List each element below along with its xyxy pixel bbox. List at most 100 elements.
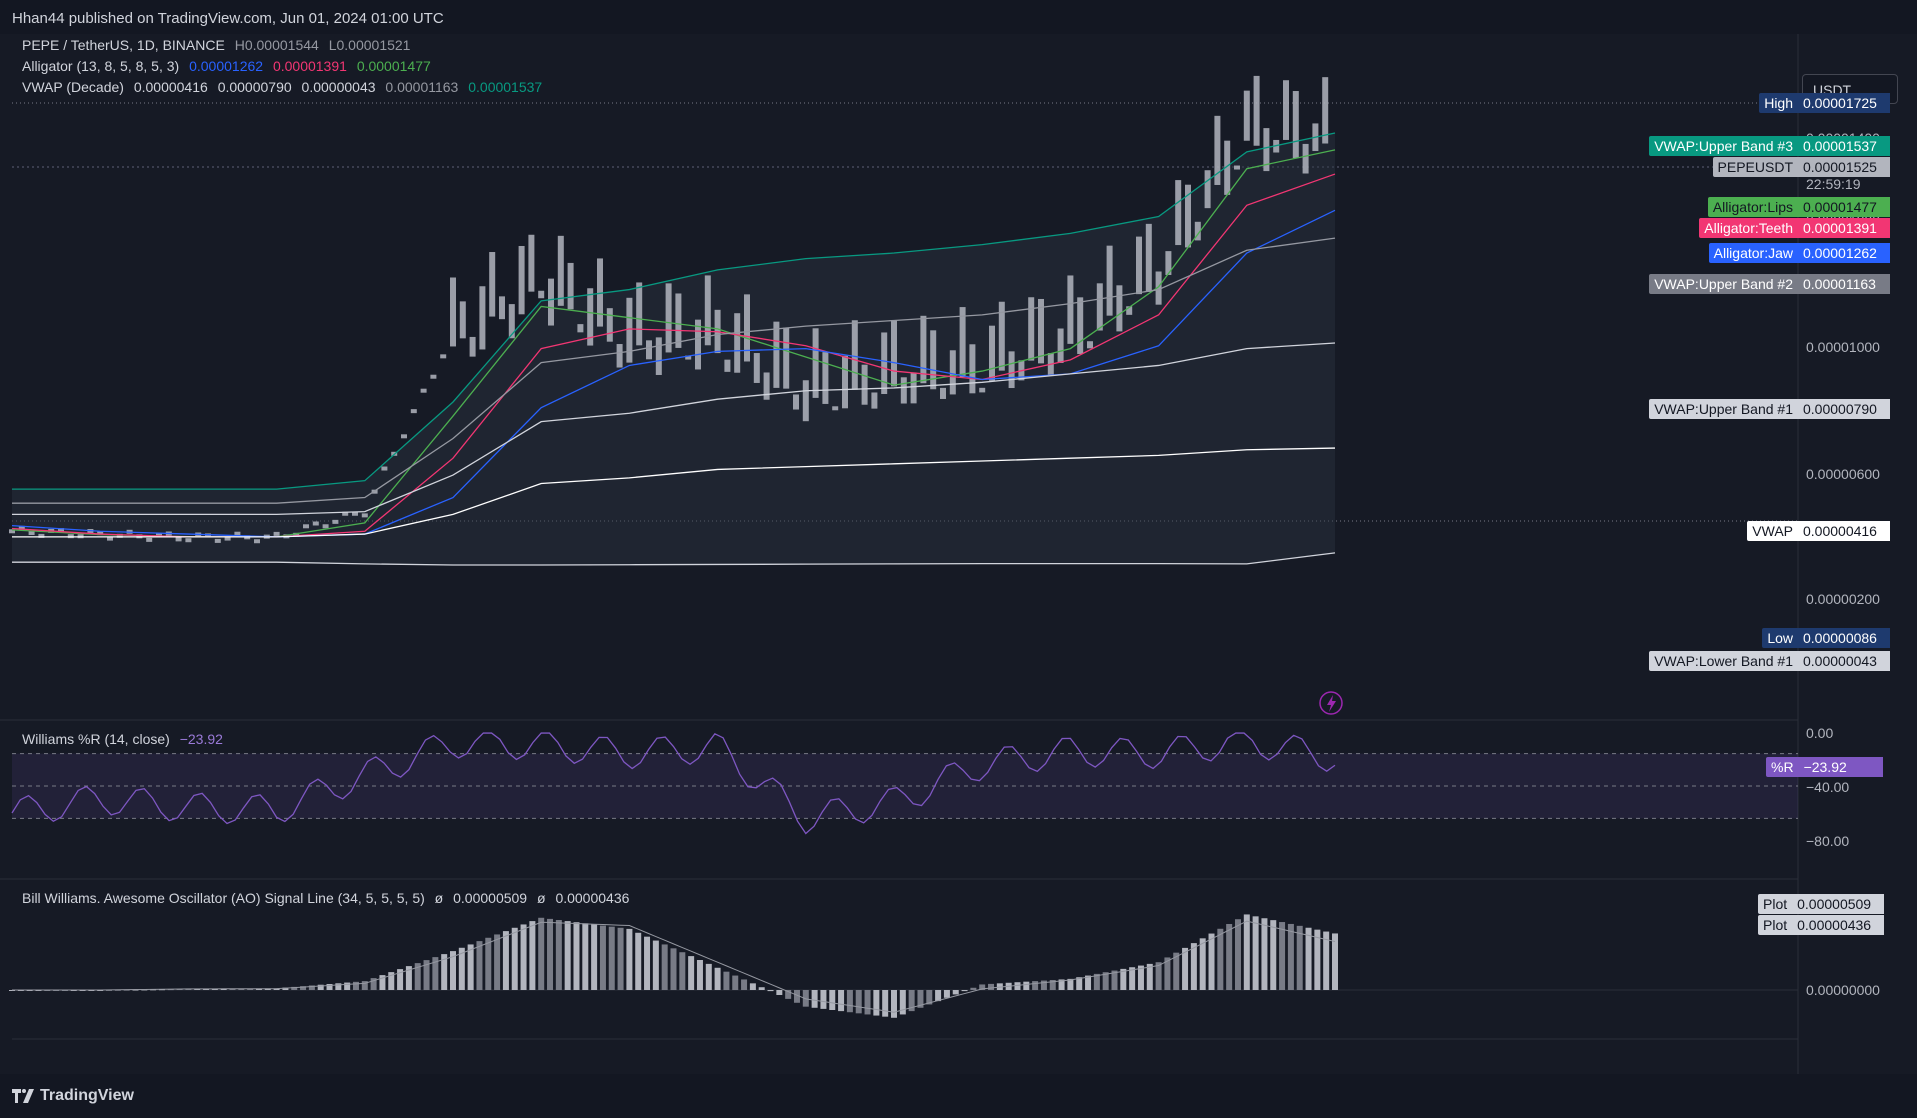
ao-bar	[626, 928, 633, 990]
ao-bar	[1085, 975, 1092, 990]
candle	[67, 534, 74, 539]
ao-bar	[1226, 924, 1233, 990]
ao-bar	[679, 952, 686, 990]
price-tag-label: Alligator:Jaw	[1708, 243, 1798, 263]
ao-bar	[1252, 916, 1259, 990]
candle	[440, 354, 447, 359]
candle	[763, 372, 770, 400]
ao-bar	[882, 990, 889, 1017]
ao-bar	[1243, 914, 1250, 990]
ao-bar	[864, 990, 871, 1015]
ao-tag-2-label: Plot	[1758, 915, 1793, 935]
vwap-legend-row[interactable]: VWAP (Decade) 0.00000416 0.00000790 0.00…	[22, 79, 548, 100]
ao-bar	[696, 960, 703, 990]
candle	[1057, 328, 1064, 363]
alligator-title[interactable]: Alligator (13, 8, 5, 8, 5, 3)	[22, 58, 180, 74]
ao-bar	[1076, 977, 1083, 990]
price-tag-label: VWAP	[1747, 521, 1798, 541]
candle	[695, 319, 701, 370]
candle	[518, 245, 525, 315]
candle	[1283, 80, 1289, 140]
candle	[587, 288, 594, 346]
ao-bar	[511, 927, 518, 990]
ao-bar	[644, 936, 651, 990]
candle	[655, 337, 662, 375]
ao-bar	[926, 990, 933, 1005]
ao-bar	[326, 984, 333, 990]
candle	[822, 352, 829, 404]
candle	[744, 294, 750, 362]
candle	[685, 355, 692, 360]
candle	[273, 531, 280, 536]
ao-bar	[1093, 973, 1100, 990]
candle	[175, 537, 182, 542]
vwap-lower-band-1-line	[12, 552, 1336, 566]
candle	[459, 301, 466, 339]
alligator-legend-row[interactable]: Alligator (13, 8, 5, 8, 5, 3) 0.00001262…	[22, 58, 548, 79]
vwap-value: 0.00000416	[133, 79, 208, 95]
ao-bar	[573, 922, 580, 990]
ao-bar	[802, 990, 809, 1007]
alligator-teeth-value: 0.00001391	[272, 58, 347, 74]
candle	[450, 277, 456, 347]
ao-bar	[599, 925, 606, 990]
price-tag-value: 0.00000416	[1798, 521, 1890, 541]
price-tag-label: High	[1759, 93, 1798, 113]
tradingview-logo-icon	[12, 1089, 34, 1103]
ao-bar	[308, 985, 315, 990]
ao-bar	[723, 971, 730, 990]
price-tag-vwap-lower-band-1: VWAP:Lower Band #1 0.00000043	[1649, 651, 1890, 671]
ao-bar	[785, 990, 792, 999]
tradingview-logo[interactable]: TradingView	[12, 1087, 134, 1105]
price-tag-vwap-upper-band-3: VWAP:Upper Band #3 0.00001537	[1649, 136, 1890, 156]
vwap-band-fill	[12, 133, 1335, 565]
price-tag-label: Alligator:Teeth	[1699, 218, 1798, 238]
ao-bar	[1305, 927, 1312, 990]
ao-bar	[185, 988, 192, 990]
price-tag-value: 0.00001525	[1798, 157, 1890, 177]
ao-title[interactable]: Bill Williams. Awesome Oscillator (AO) S…	[22, 890, 425, 906]
ao-bar	[1137, 965, 1144, 990]
price-tag-value: 0.00001262	[1798, 243, 1890, 263]
ao-bar	[1067, 978, 1074, 990]
candle	[734, 313, 741, 373]
candle	[538, 290, 545, 299]
candle	[1165, 251, 1172, 275]
alligator-jaw-line	[11, 209, 1336, 538]
candle	[920, 315, 927, 384]
williams-legend[interactable]: Williams %R (14, close) −23.92	[22, 731, 229, 747]
ao-bar	[917, 990, 924, 1008]
ao-bar	[988, 983, 995, 990]
ao-bar	[255, 988, 262, 990]
candle	[753, 353, 760, 383]
ao-bar	[970, 987, 977, 990]
symbol-title[interactable]: PEPE / TetherUS, 1D, BINANCE	[22, 37, 225, 53]
vwap-title[interactable]: VWAP (Decade)	[22, 79, 124, 95]
candle	[1126, 306, 1133, 315]
candle	[548, 278, 554, 326]
ao-bar	[1279, 922, 1286, 990]
ao-bar	[820, 990, 827, 1009]
candle	[969, 344, 976, 394]
candle	[1224, 140, 1231, 195]
ao-bar	[688, 956, 695, 990]
price-tag-alligator-lips: Alligator:Lips 0.00001477	[1707, 197, 1890, 217]
ao-bar	[1155, 962, 1162, 990]
ao-bar	[502, 931, 509, 990]
candle	[557, 235, 564, 306]
candle	[254, 539, 260, 544]
candle	[430, 374, 437, 379]
candle	[469, 336, 476, 357]
ao-bar	[1332, 933, 1338, 990]
price-tag-value: 0.00001537	[1798, 136, 1890, 156]
ao-legend[interactable]: Bill Williams. Awesome Oscillator (AO) S…	[22, 890, 635, 906]
ao-bar	[317, 984, 324, 990]
price-tick-label: 0.00001000	[1806, 339, 1880, 355]
williams-title[interactable]: Williams %R (14, close)	[22, 731, 170, 747]
ao-bar	[1287, 923, 1294, 990]
candle	[1038, 298, 1044, 364]
chart-canvas[interactable]	[0, 34, 1917, 1074]
candle	[871, 392, 878, 409]
candle	[1204, 170, 1211, 209]
chart-area[interactable]: PEPE / TetherUS, 1D, BINANCE H0.00001544…	[0, 34, 1917, 1098]
